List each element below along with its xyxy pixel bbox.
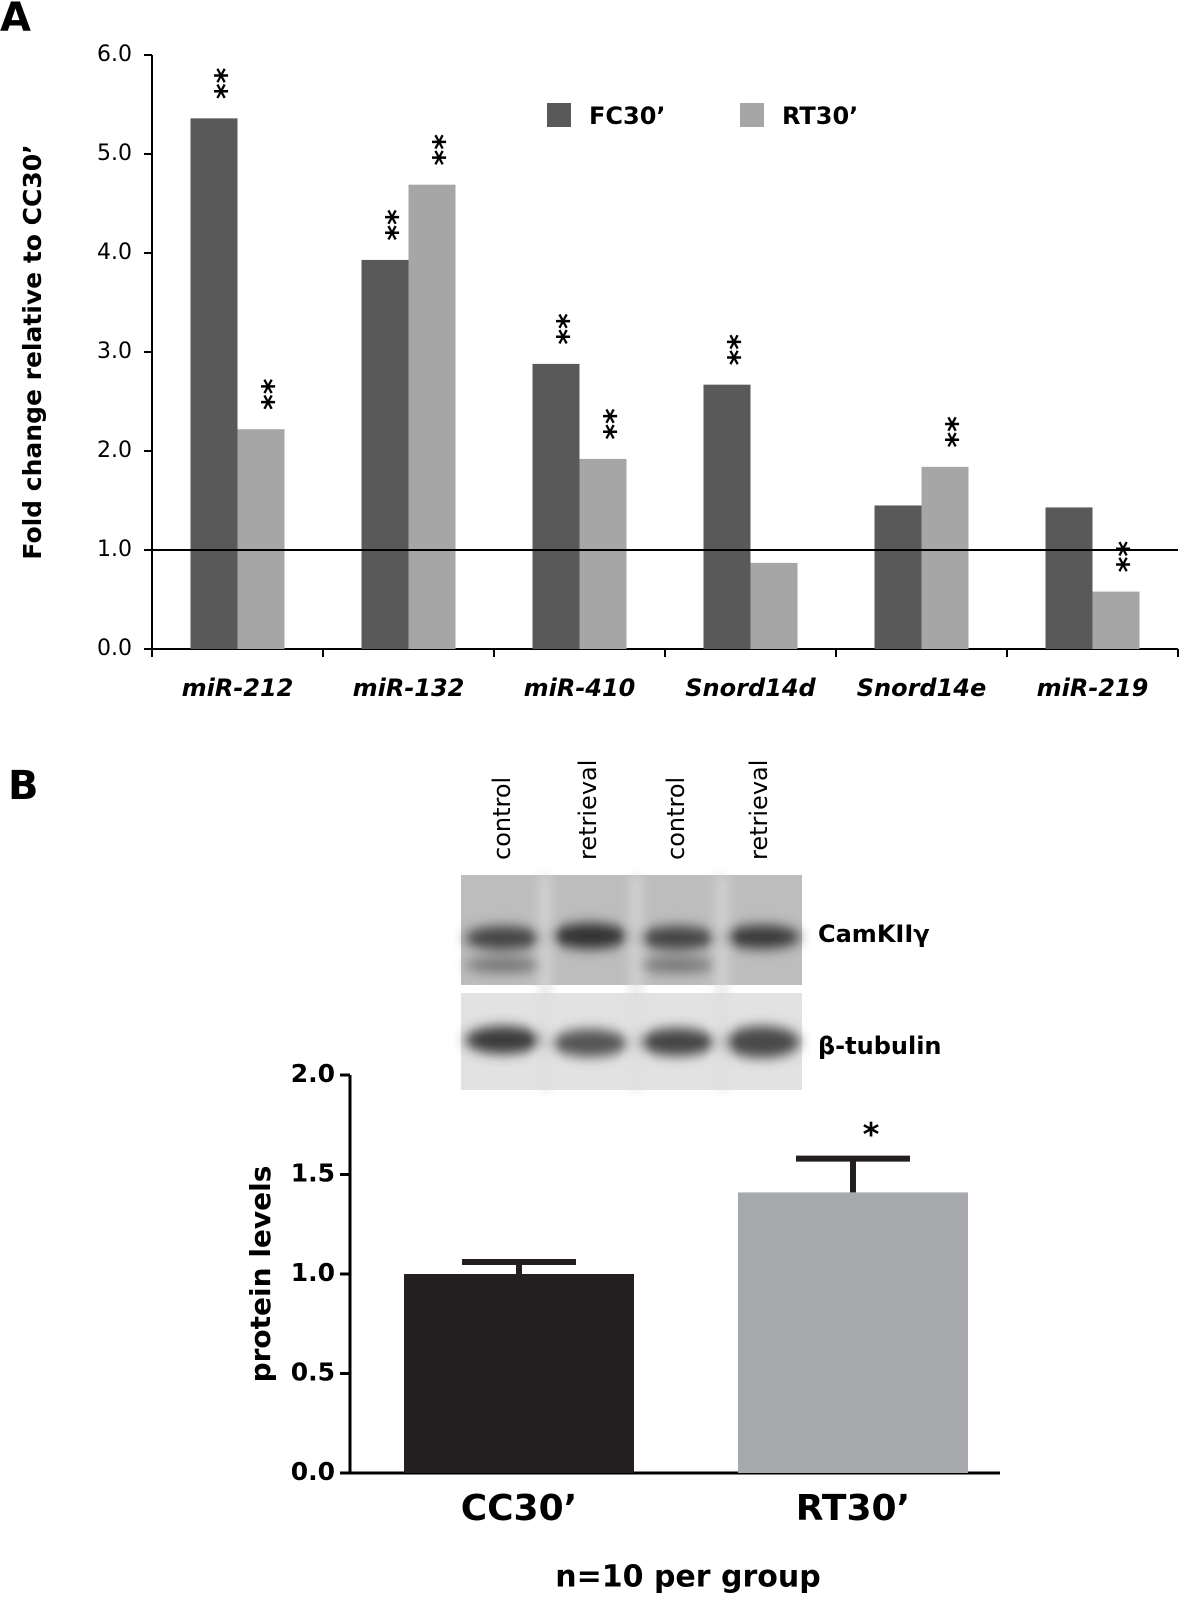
lane-label: control — [488, 777, 516, 860]
y-axis-title: Fold change relative to CC30’ — [18, 144, 47, 559]
y-tick-label: 1.0 — [97, 537, 132, 562]
bar — [532, 363, 580, 649]
error-bar — [462, 1259, 576, 1274]
legend-label: FC30’ — [589, 102, 666, 130]
panel-letter: A — [0, 0, 31, 41]
bar — [750, 562, 798, 649]
x-tick-label: RT30’ — [796, 1488, 910, 1529]
bar — [579, 458, 627, 649]
legend-swatch — [740, 103, 764, 127]
x-tick-label: miR-132 — [353, 674, 465, 702]
x-tick-label: Snord14e — [857, 674, 987, 702]
y-tick-label: 6.0 — [97, 42, 132, 67]
x-tick-label: miR-212 — [182, 674, 294, 702]
y-tick-label: 1.5 — [291, 1159, 335, 1188]
y-tick-label: 4.0 — [97, 240, 132, 265]
significance-label: ** — [198, 68, 233, 100]
western-blot — [461, 875, 802, 1090]
lane-label: control — [662, 777, 690, 860]
bar — [361, 259, 409, 649]
bar — [404, 1274, 634, 1473]
x-tick-label: miR-219 — [1037, 674, 1149, 702]
x-axis-title: n=10 per group — [555, 1560, 820, 1595]
significance-label: ** — [1100, 541, 1135, 573]
band-label: β-tubulin — [818, 1032, 942, 1060]
y-tick-label: 2.0 — [291, 1059, 335, 1088]
bar — [874, 505, 922, 649]
significance-label: ** — [416, 134, 451, 166]
band-label: CamKIIγ — [818, 920, 930, 948]
significance-label: * — [863, 1116, 880, 1154]
significance-label: ** — [929, 416, 964, 448]
x-tick-label: miR-410 — [524, 674, 636, 702]
bar — [703, 384, 751, 649]
y-tick-label: 5.0 — [97, 141, 132, 166]
x-tick-label: CC30’ — [461, 1488, 578, 1529]
y-tick-label: 0.0 — [97, 636, 132, 661]
bar — [1092, 591, 1140, 649]
lane-label: retrieval — [574, 760, 602, 860]
bar — [1045, 507, 1093, 649]
bar — [237, 429, 285, 649]
panel-letter: B — [8, 763, 39, 809]
y-tick-label: 3.0 — [97, 339, 132, 364]
x-tick-label: Snord14d — [685, 674, 816, 702]
lane-label: retrieval — [745, 760, 773, 860]
bar — [738, 1192, 968, 1473]
bar — [190, 118, 238, 650]
bar — [921, 466, 969, 649]
y-tick-label: 1.0 — [291, 1258, 335, 1287]
y-tick-label: 0.5 — [291, 1358, 335, 1387]
legend-swatch — [547, 103, 571, 127]
significance-label: ** — [540, 313, 575, 345]
significance-label: ** — [369, 209, 404, 241]
significance-label: ** — [245, 379, 280, 411]
y-tick-label: 0.0 — [291, 1457, 335, 1486]
error-bar — [796, 1155, 910, 1193]
significance-label: ** — [711, 334, 746, 366]
bar — [408, 184, 456, 649]
blot-bands — [465, 875, 800, 1090]
y-tick-label: 2.0 — [97, 438, 132, 463]
legend-label: RT30’ — [782, 102, 858, 130]
y-axis-title: protein levels — [244, 1166, 277, 1383]
significance-label: ** — [587, 408, 622, 440]
